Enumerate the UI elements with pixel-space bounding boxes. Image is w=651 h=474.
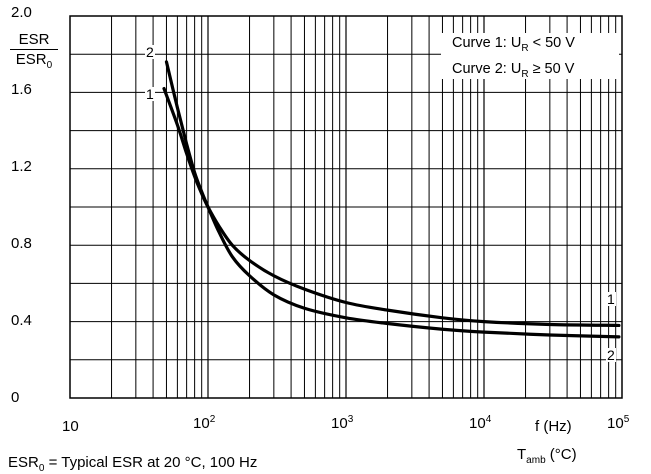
y-tick-label: 0.8 <box>11 235 32 252</box>
y-tick-label: 0.4 <box>11 312 32 329</box>
y-tick-label: 1.6 <box>11 81 32 98</box>
curve-1-start-label: 1 <box>145 86 155 102</box>
x-tick-label: 10 <box>62 418 79 435</box>
y-tick-label: 2.0 <box>11 4 32 21</box>
curve-2-end-label: 2 <box>606 347 616 363</box>
x-axis-label: f (Hz) <box>535 418 572 435</box>
curves <box>162 60 621 339</box>
curve-2-start-label: 2 <box>145 44 155 60</box>
grid <box>70 16 622 398</box>
x-tick-label: 105 <box>607 414 630 432</box>
plot-frame <box>69 15 623 399</box>
footnote: ESR0 = Typical ESR at 20 °C, 100 Hz <box>8 454 258 474</box>
y-axis-label-denominator: ESR0 <box>15 51 53 71</box>
x-tick-label: 104 <box>469 414 492 432</box>
curve-1-end-label: 1 <box>606 291 616 307</box>
y-tick-label: 1.2 <box>11 158 32 175</box>
y-tick-label: 0 <box>11 389 20 406</box>
x-tick-label: 103 <box>331 414 354 432</box>
y-axis-label-numerator: ESR <box>10 31 58 50</box>
curve-2-line <box>164 60 621 339</box>
x-axis-label-secondary: Tamb (°C) <box>517 446 577 466</box>
legend-entry-curve-1: Curve 1: UR < 50 V <box>452 35 575 54</box>
y-axis-label: ESR ESR0 <box>10 31 58 71</box>
legend: Curve 1: UR < 50 V Curve 2: UR ≥ 50 V <box>441 33 619 80</box>
legend-entry-curve-2: Curve 2: UR ≥ 50 V <box>452 60 575 80</box>
x-tick-label: 102 <box>193 414 216 432</box>
